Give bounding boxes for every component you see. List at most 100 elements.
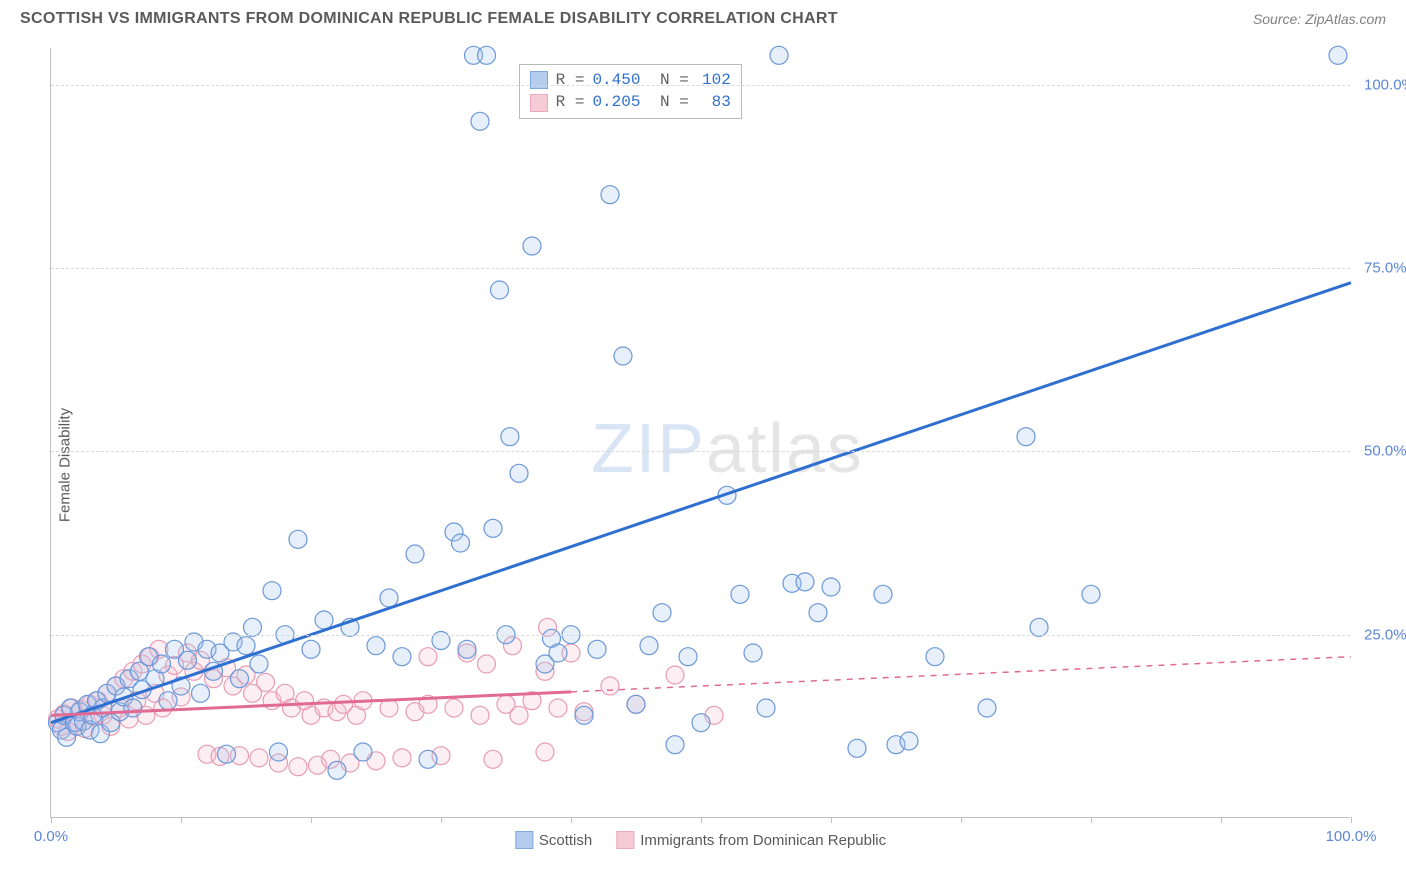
x-tick	[1091, 817, 1092, 823]
gridline-h	[51, 268, 1350, 269]
data-point	[478, 655, 496, 673]
y-tick-label: 50.0%	[1352, 443, 1406, 460]
data-point	[218, 745, 236, 763]
data-point	[1082, 585, 1100, 603]
data-point	[419, 750, 437, 768]
data-point	[471, 112, 489, 130]
data-point	[263, 582, 281, 600]
data-point	[549, 699, 567, 717]
stat-n-label: N =	[650, 91, 688, 113]
stats-legend-box: R = 0.450 N = 102R = 0.205 N = 83	[519, 64, 742, 119]
data-point	[627, 695, 645, 713]
data-point	[445, 699, 463, 717]
y-tick-label: 75.0%	[1352, 260, 1406, 277]
stats-row: R = 0.450 N = 102	[530, 69, 731, 91]
data-point	[874, 585, 892, 603]
scatter-svg	[51, 48, 1350, 817]
data-point	[809, 604, 827, 622]
y-tick-label: 100.0%	[1352, 76, 1406, 93]
data-point	[731, 585, 749, 603]
data-point	[406, 545, 424, 563]
data-point	[614, 347, 632, 365]
x-tick	[181, 817, 182, 823]
x-tick	[961, 817, 962, 823]
data-point	[478, 46, 496, 64]
data-point	[822, 578, 840, 596]
legend-swatch	[530, 94, 548, 112]
data-point	[692, 714, 710, 732]
stat-n-label: N =	[650, 69, 688, 91]
legend-item: Scottish	[515, 831, 592, 849]
data-point	[484, 750, 502, 768]
gridline-h	[51, 635, 1350, 636]
x-tick	[1351, 817, 1352, 823]
data-point	[666, 736, 684, 754]
data-point	[419, 648, 437, 666]
data-point	[153, 655, 171, 673]
data-point	[367, 637, 385, 655]
data-point	[978, 699, 996, 717]
data-point	[354, 743, 372, 761]
data-point	[588, 640, 606, 658]
data-point	[452, 534, 470, 552]
data-point	[393, 749, 411, 767]
data-point	[1017, 428, 1035, 446]
x-tick	[51, 817, 52, 823]
data-point	[900, 732, 918, 750]
stat-r-value: 0.450	[592, 69, 642, 91]
data-point	[380, 589, 398, 607]
stat-r-value: 0.205	[592, 91, 642, 113]
data-point	[491, 281, 509, 299]
data-point	[536, 743, 554, 761]
data-point	[926, 648, 944, 666]
plot-region: ZIPatlas R = 0.450 N = 102R = 0.205 N = …	[50, 48, 1350, 818]
data-point	[653, 604, 671, 622]
data-point	[679, 648, 697, 666]
legend-item: Immigrants from Dominican Republic	[616, 831, 886, 849]
x-tick	[831, 817, 832, 823]
chart-title: SCOTTISH VS IMMIGRANTS FROM DOMINICAN RE…	[20, 10, 838, 28]
data-point	[302, 640, 320, 658]
data-point	[640, 637, 658, 655]
x-tick	[571, 817, 572, 823]
data-point	[179, 651, 197, 669]
data-point	[848, 739, 866, 757]
data-point	[484, 519, 502, 537]
x-tick	[701, 817, 702, 823]
data-point	[471, 706, 489, 724]
data-point	[289, 758, 307, 776]
x-tick-label: 0.0%	[34, 828, 68, 845]
data-point	[315, 611, 333, 629]
data-point	[510, 706, 528, 724]
chart-area: Female Disability ZIPatlas R = 0.450 N =…	[0, 38, 1406, 892]
legend-swatch	[616, 831, 634, 849]
stat-n-value: 83	[697, 91, 731, 113]
data-point	[744, 644, 762, 662]
stats-row: R = 0.205 N = 83	[530, 91, 731, 113]
data-point	[501, 428, 519, 446]
data-point	[289, 530, 307, 548]
gridline-h	[51, 85, 1350, 86]
y-tick-label: 25.0%	[1352, 626, 1406, 643]
legend-label: Immigrants from Dominican Republic	[640, 832, 886, 849]
data-point	[796, 573, 814, 591]
data-point	[601, 186, 619, 204]
data-point	[666, 666, 684, 684]
series-legend: Scottish Immigrants from Dominican Republ…	[515, 831, 886, 849]
data-point	[549, 644, 567, 662]
x-tick	[1221, 817, 1222, 823]
legend-swatch	[530, 71, 548, 89]
chart-source: Source: ZipAtlas.com	[1253, 11, 1386, 27]
stat-r-label: R =	[556, 69, 585, 91]
data-point	[244, 618, 262, 636]
data-point	[237, 637, 255, 655]
x-tick	[441, 817, 442, 823]
x-tick-label: 100.0%	[1326, 828, 1377, 845]
data-point	[757, 699, 775, 717]
data-point	[523, 237, 541, 255]
gridline-h	[51, 451, 1350, 452]
data-point	[575, 706, 593, 724]
data-point	[250, 655, 268, 673]
regression-line	[51, 283, 1351, 723]
data-point	[770, 46, 788, 64]
